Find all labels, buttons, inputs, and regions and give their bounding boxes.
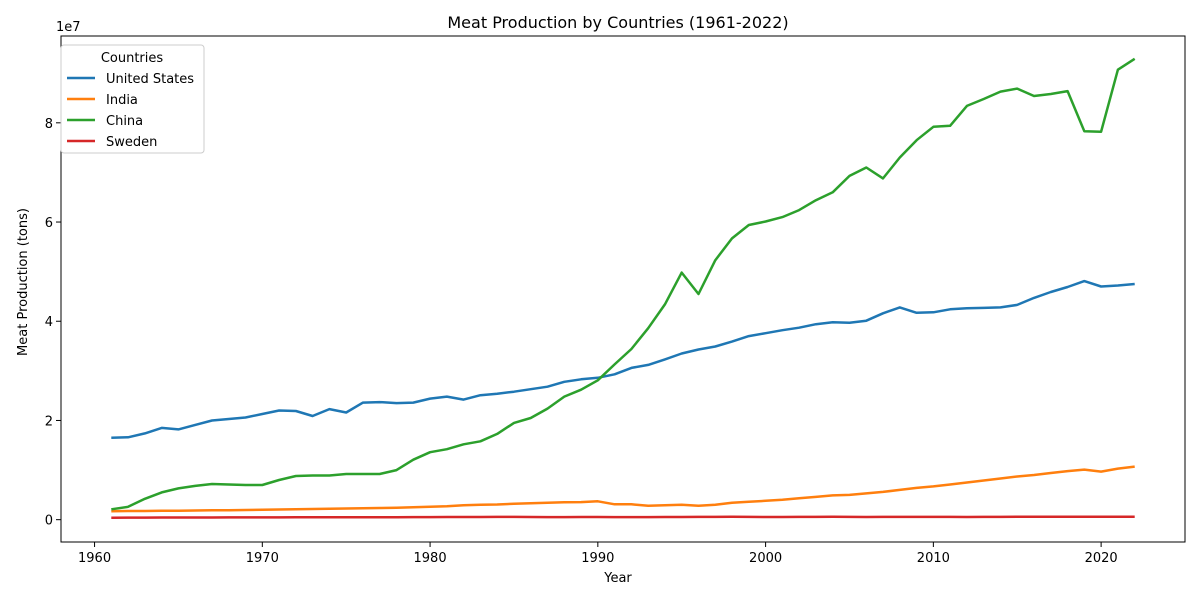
legend: Countries United States India China Sweden: [60, 44, 205, 154]
series-line-india: [111, 465, 1135, 513]
axes: 1960 1970 1980 1990 2000 2010 2020 0 2 4 6 8: [45, 35, 1186, 566]
y-axis-label: Meat Production (tons): [16, 208, 31, 356]
series-line-china: [111, 57, 1136, 511]
x-tick-label: 1970: [246, 551, 279, 566]
y-tick-label: 0: [45, 514, 53, 529]
y-tick-label: 8: [45, 117, 53, 132]
y-tick-label: 4: [45, 315, 53, 330]
x-tick-label: 1990: [581, 551, 614, 566]
x-tick-label: 1980: [414, 551, 447, 566]
legend-items: United States India China Sweden: [67, 72, 194, 150]
legend-title: Countries: [101, 51, 164, 66]
x-tick-label: 1960: [78, 551, 111, 566]
legend-label-united-states: United States: [106, 72, 194, 87]
chart-title: Meat Production by Countries (1961-2022): [447, 13, 788, 32]
x-axis-label: Year: [603, 571, 632, 586]
legend-label-sweden: Sweden: [106, 135, 157, 150]
legend-label-india: India: [106, 93, 138, 108]
series-line-united-states: [111, 279, 1135, 440]
series-line-sweden: [111, 515, 1135, 519]
x-tick-label: 2000: [749, 551, 782, 566]
x-tick-label: 2020: [1085, 551, 1118, 566]
y-axis-exponent: 1e7: [56, 20, 81, 35]
legend-label-china: China: [106, 114, 143, 129]
x-tick-label: 2010: [917, 551, 950, 566]
plot-area: [111, 57, 1136, 519]
y-tick-label: 2: [45, 414, 53, 429]
y-tick-label: 6: [45, 216, 53, 231]
legend-box: [60, 44, 205, 154]
plot-frame: [60, 35, 1186, 543]
